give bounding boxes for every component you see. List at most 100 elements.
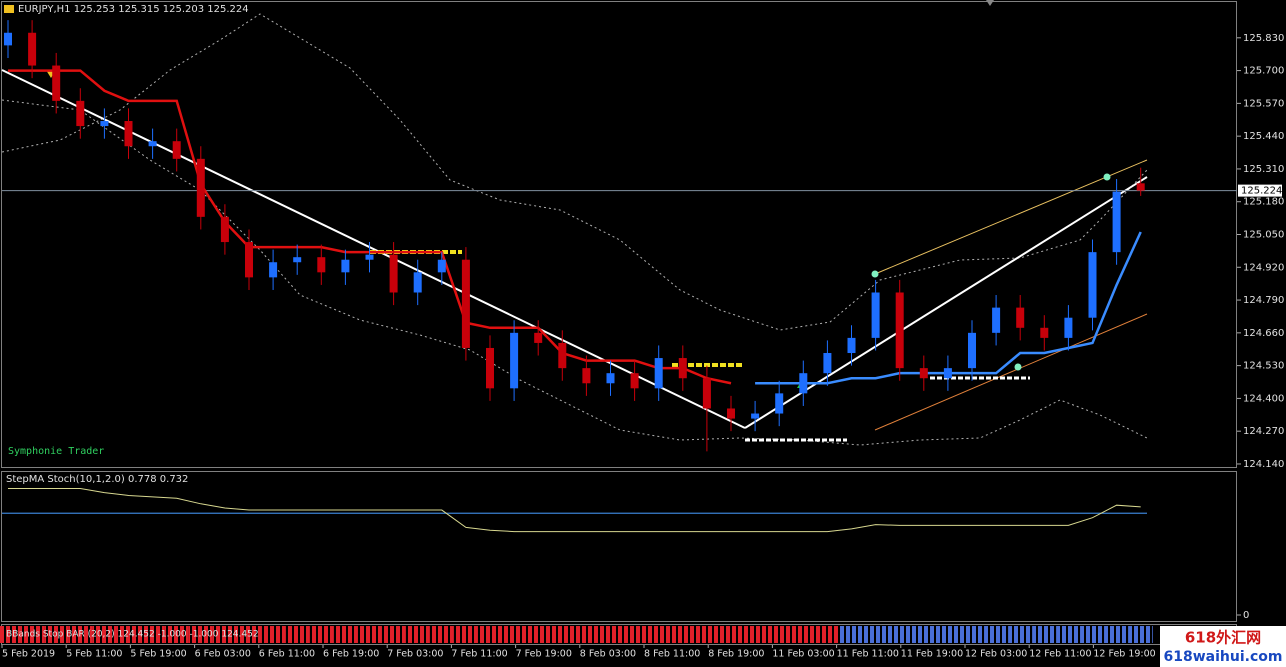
signal-bar bbox=[1008, 626, 1033, 643]
signal-bar bbox=[743, 626, 768, 643]
candle-body bbox=[823, 353, 832, 374]
candle-body bbox=[220, 216, 229, 243]
y-tick-label: 125.570 bbox=[1243, 98, 1284, 109]
candle-body bbox=[871, 292, 880, 338]
signal-bar bbox=[815, 626, 840, 643]
x-tick-label: 8 Feb 03:00 bbox=[580, 649, 636, 660]
x-tick-label: 8 Feb 11:00 bbox=[644, 649, 700, 660]
signal-bar bbox=[1080, 626, 1105, 643]
channel-line bbox=[874, 313, 1148, 431]
y-tick-label: 124.790 bbox=[1243, 295, 1284, 306]
candle-body bbox=[558, 342, 567, 369]
signal-bar bbox=[598, 626, 623, 643]
candle-body bbox=[269, 262, 278, 278]
signal-bar bbox=[1104, 626, 1129, 643]
candle-body bbox=[317, 257, 326, 273]
y-tick-label: 124.530 bbox=[1243, 361, 1284, 372]
swing-dot bbox=[1103, 173, 1111, 181]
candle-body bbox=[1040, 327, 1049, 338]
candle-body bbox=[751, 413, 760, 419]
candle-body bbox=[437, 259, 446, 273]
y-tick-label: 125.180 bbox=[1243, 197, 1284, 208]
signal-bar bbox=[574, 626, 599, 643]
signal-bar bbox=[622, 626, 647, 643]
candle-body bbox=[775, 393, 784, 414]
watermark: 618外汇网 bbox=[1185, 629, 1261, 647]
x-tick-label: 5 Feb 11:00 bbox=[66, 649, 122, 660]
signal-bar bbox=[333, 626, 358, 643]
y-tick-label: 124.660 bbox=[1243, 328, 1284, 339]
candle-body bbox=[799, 373, 808, 394]
annotation: Symphonie Trader bbox=[8, 446, 104, 457]
x-tick-label: 5 Feb 19:00 bbox=[130, 649, 186, 660]
candle-body bbox=[245, 242, 253, 278]
signal-bar bbox=[309, 626, 334, 643]
signal-bar bbox=[887, 626, 912, 643]
candle-body bbox=[992, 307, 1001, 333]
x-tick-label: 12 Feb 11:00 bbox=[1029, 649, 1091, 660]
signal-bar bbox=[526, 626, 551, 643]
candle-body bbox=[341, 259, 350, 273]
signal-bar bbox=[405, 626, 430, 643]
x-tick-label: 7 Feb 03:00 bbox=[387, 649, 443, 660]
signal-bar bbox=[261, 626, 286, 643]
signal-bar bbox=[236, 626, 262, 643]
candle-body bbox=[654, 358, 663, 389]
candle-body bbox=[413, 272, 422, 293]
candle-body bbox=[678, 358, 687, 379]
y-tick-label: 124.140 bbox=[1243, 459, 1284, 470]
signal-bar bbox=[68, 626, 93, 643]
signal-bar bbox=[188, 626, 213, 643]
y-tick-label: 124.920 bbox=[1243, 262, 1284, 273]
x-tick-label: 12 Feb 03:00 bbox=[965, 649, 1027, 660]
signal-bar bbox=[0, 626, 21, 643]
watermark-box bbox=[1160, 626, 1286, 667]
bollinger-upper bbox=[1, 13, 1148, 331]
candle-body bbox=[1016, 307, 1025, 328]
shift-marker bbox=[986, 0, 994, 6]
signal-bar bbox=[1128, 626, 1153, 643]
x-tick-label: 6 Feb 11:00 bbox=[259, 649, 315, 660]
candle-body bbox=[365, 254, 374, 260]
candle-body bbox=[4, 32, 12, 46]
candle-body bbox=[461, 259, 470, 348]
signal-bar bbox=[357, 626, 382, 643]
signal-bar bbox=[670, 626, 695, 643]
stoch-frame bbox=[1, 471, 1237, 622]
candle-body bbox=[76, 100, 85, 127]
candle-body bbox=[196, 158, 205, 217]
x-tick-label: 5 Feb 2019 bbox=[2, 649, 55, 660]
candle-body bbox=[28, 32, 37, 66]
y-tick-label: 125.700 bbox=[1243, 66, 1284, 77]
candle-body bbox=[486, 347, 494, 389]
signal-bar bbox=[1032, 626, 1057, 643]
y-tick-label: 125.440 bbox=[1243, 131, 1284, 142]
watermark: 618waihui.com bbox=[1164, 649, 1283, 665]
x-tick-label: 7 Feb 11:00 bbox=[451, 649, 507, 660]
signal-bar bbox=[550, 626, 575, 643]
candle-body bbox=[172, 141, 181, 159]
signal-bar bbox=[959, 626, 985, 643]
y-tick-label: 125.050 bbox=[1243, 229, 1284, 240]
signal-bar bbox=[1056, 626, 1081, 643]
y-tick-label: 0 bbox=[1243, 610, 1249, 621]
signal-bar bbox=[863, 626, 888, 643]
candle-body bbox=[943, 368, 952, 379]
signal-bar bbox=[911, 626, 936, 643]
signal-bar bbox=[453, 626, 478, 643]
candle-body bbox=[919, 368, 928, 379]
x-tick-label: 11 Feb 03:00 bbox=[772, 649, 834, 660]
y-tick-label: 124.400 bbox=[1243, 393, 1284, 404]
y-tick-label: 125.310 bbox=[1243, 164, 1284, 175]
signal-bar bbox=[984, 626, 1009, 643]
y-tick-label: 125.830 bbox=[1243, 33, 1284, 44]
x-tick-label: 6 Feb 19:00 bbox=[323, 649, 379, 660]
candle-body bbox=[148, 141, 157, 147]
candle-body bbox=[389, 254, 398, 293]
stoch-title: StepMA Stoch(10,1,2.0) 0.778 0.732 bbox=[6, 474, 188, 485]
candle-body bbox=[293, 257, 302, 263]
candle-body bbox=[1112, 191, 1121, 253]
candle-body bbox=[52, 65, 61, 101]
